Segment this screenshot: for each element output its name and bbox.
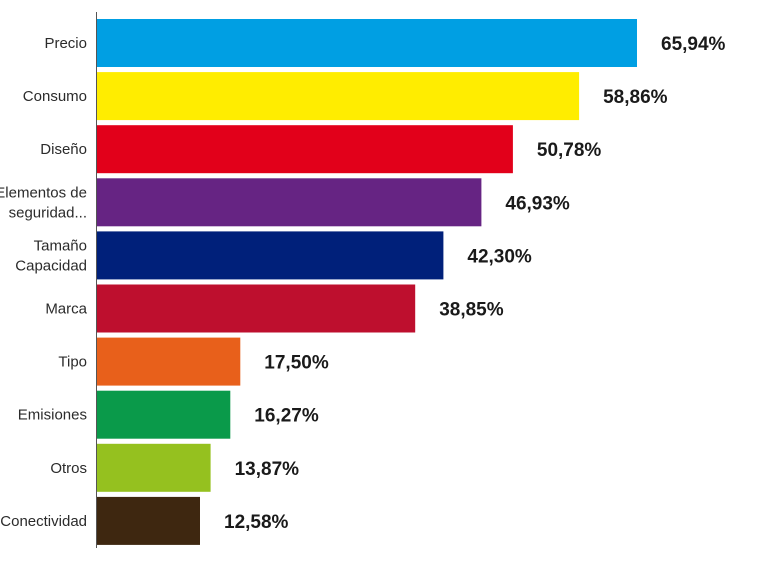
bar-marca [97,284,416,333]
value-label-consumo: 58,86% [603,87,668,108]
category-label-tipo: Tipo [58,354,87,371]
value-label-emisiones: 16,27% [254,406,319,427]
category-label-conectividad: Conectividad [0,513,87,530]
value-label-tipo: 17,50% [264,353,329,374]
category-label-precio: Precio [44,35,87,52]
bar-diseno [97,125,513,174]
bar-otros [97,443,211,492]
value-label-tamano-capacidad: 42,30% [467,246,532,267]
category-label-elementos-de-seguridad: Elementos de seguridad... [0,184,87,221]
category-label-tamano-capacidad: Tamaño Capacidad [15,237,87,274]
bar-consumo [97,72,580,121]
category-label-consumo: Consumo [23,88,87,105]
bars-group: Precio 65,94% Consumo 58,86% Diseño 50,78% Ele… [0,19,726,545]
value-label-elementos-de-seguridad: 46,93% [505,193,570,214]
bar-conectividad [97,496,200,545]
category-label-marca: Marca [45,301,87,318]
category-label-diseno: Diseño [40,141,87,158]
value-label-diseno: 50,78% [537,140,602,161]
bar-emisiones [97,390,231,439]
category-label-otros: Otros [50,460,87,477]
bar-tamano-capacidad [97,231,444,280]
value-label-marca: 38,85% [439,300,504,321]
value-label-conectividad: 12,58% [224,512,289,533]
category-label-emisiones: Emisiones [18,407,87,424]
value-label-otros: 13,87% [235,459,300,480]
value-label-precio: 65,94% [661,34,726,55]
bar-tipo [97,337,241,386]
bar-precio [97,19,637,67]
bar-elementos-de-seguridad [97,178,482,227]
